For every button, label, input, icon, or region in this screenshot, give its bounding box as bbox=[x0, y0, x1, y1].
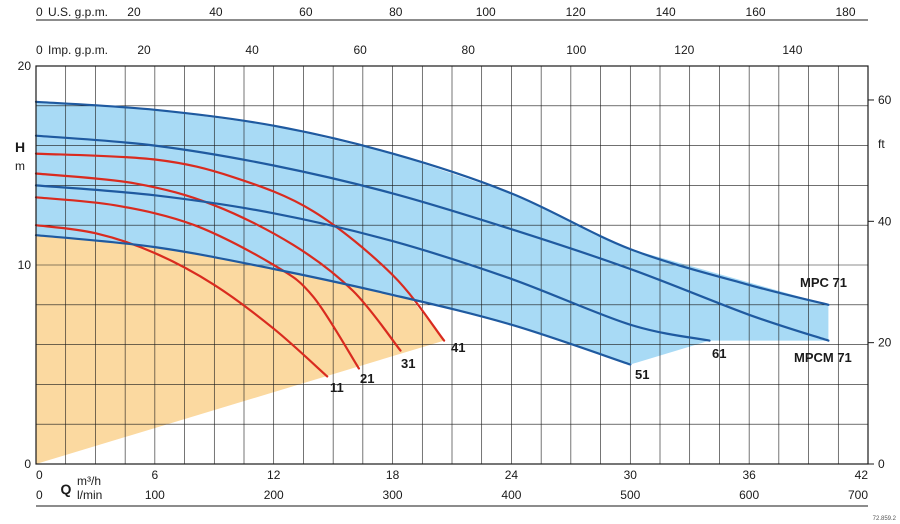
curve-51 bbox=[34, 234, 632, 366]
us-gpm-tick-label: 80 bbox=[389, 5, 403, 19]
imp-gpm-tick-label: 140 bbox=[782, 43, 802, 57]
x-tick-label: 0 bbox=[36, 468, 43, 482]
us-gpm-tick-label: 120 bbox=[566, 5, 586, 19]
us-gpm-tick-label: 100 bbox=[476, 5, 496, 19]
x-lmin-tick-label: 100 bbox=[145, 488, 165, 502]
ft-tick-label: 60 bbox=[878, 93, 892, 107]
imp-gpm-tick-label: 20 bbox=[137, 43, 151, 57]
curve-61 bbox=[34, 184, 711, 342]
ft-tick-label: 20 bbox=[878, 336, 892, 350]
us-gpm-tick-label: 160 bbox=[746, 5, 766, 19]
curve-11 bbox=[34, 224, 329, 378]
x-lmin-tick-label: 300 bbox=[383, 488, 403, 502]
y-axis-unit: m bbox=[15, 159, 25, 173]
x-tick-label: 18 bbox=[386, 468, 400, 482]
imp-gpm-tick-label: 120 bbox=[674, 43, 694, 57]
curve-label-31: 31 bbox=[401, 356, 415, 371]
us-gpm-tick-label: 180 bbox=[835, 5, 855, 19]
x-tick-label: 42 bbox=[855, 468, 869, 482]
curve-label-mpc-71: MPC 71 bbox=[800, 275, 847, 290]
imp-gpm-axis-label: Imp. g.p.m. bbox=[48, 43, 108, 57]
curve-mpc-71 bbox=[34, 100, 830, 306]
imp-gpm-tick-label: 40 bbox=[245, 43, 259, 57]
us-gpm-tick-label: 0 bbox=[36, 5, 43, 19]
x-tick-label: 6 bbox=[152, 468, 159, 482]
curve-label-61: 61 bbox=[712, 346, 726, 361]
x-tick-label: 12 bbox=[267, 468, 281, 482]
imp-gpm-tick-label: 60 bbox=[353, 43, 367, 57]
us-gpm-axis-label: U.S. g.p.m. bbox=[48, 5, 108, 19]
curve-mpcm-71 bbox=[34, 134, 830, 342]
x-lmin-tick-label: 400 bbox=[501, 488, 521, 502]
grid bbox=[36, 66, 868, 464]
curve-label-51: 51 bbox=[635, 367, 649, 382]
curve-41 bbox=[34, 152, 446, 342]
x-lmin-tick-label: 500 bbox=[620, 488, 640, 502]
x-tick-label: 36 bbox=[742, 468, 756, 482]
reference-code: 72.859.2 bbox=[873, 516, 897, 522]
x-lmin-tick-label: 0 bbox=[36, 488, 43, 502]
ft-tick-label: 40 bbox=[878, 214, 892, 228]
us-gpm-tick-label: 140 bbox=[656, 5, 676, 19]
us-gpm-tick-label: 60 bbox=[299, 5, 313, 19]
us-gpm-tick-label: 40 bbox=[209, 5, 223, 19]
imp-gpm-tick-label: 0 bbox=[36, 43, 43, 57]
plot-frame bbox=[35, 65, 869, 465]
y-tick-label: 0 bbox=[24, 457, 31, 471]
curve-21 bbox=[34, 196, 360, 370]
performance-curves bbox=[34, 100, 830, 378]
curve-labels: 11 21 31 41 51 61 MPCM 71 MPC 71 bbox=[330, 275, 852, 395]
curve-label-21: 21 bbox=[360, 371, 374, 386]
curve-label-41: 41 bbox=[451, 340, 465, 355]
y-axis-symbol: H bbox=[15, 139, 25, 155]
curve-label-11: 11 bbox=[330, 380, 344, 395]
x-tick-label: 30 bbox=[624, 468, 638, 482]
imp-gpm-tick-label: 100 bbox=[566, 43, 586, 57]
x-axis-symbol: Q bbox=[61, 481, 72, 497]
x-lmin-tick-label: 600 bbox=[739, 488, 759, 502]
x-tick-label: 24 bbox=[505, 468, 519, 482]
x-lmin-tick-label: 200 bbox=[264, 488, 284, 502]
us-gpm-tick-label: 20 bbox=[127, 5, 141, 19]
x-axis-unit-m3h: m³/h bbox=[77, 474, 101, 488]
imp-gpm-tick-label: 80 bbox=[462, 43, 476, 57]
curve-label-mpcm-71: MPCM 71 bbox=[794, 350, 852, 365]
x-lmin-tick-label: 700 bbox=[848, 488, 868, 502]
ft-tick-label: 0 bbox=[878, 457, 885, 471]
curve-31 bbox=[34, 172, 402, 352]
x-axis-unit-lmin: l/min bbox=[77, 488, 102, 502]
y-tick-label: 20 bbox=[18, 59, 32, 73]
y-tick-label: 10 bbox=[18, 258, 32, 272]
ft-axis-unit: ft bbox=[878, 137, 885, 151]
